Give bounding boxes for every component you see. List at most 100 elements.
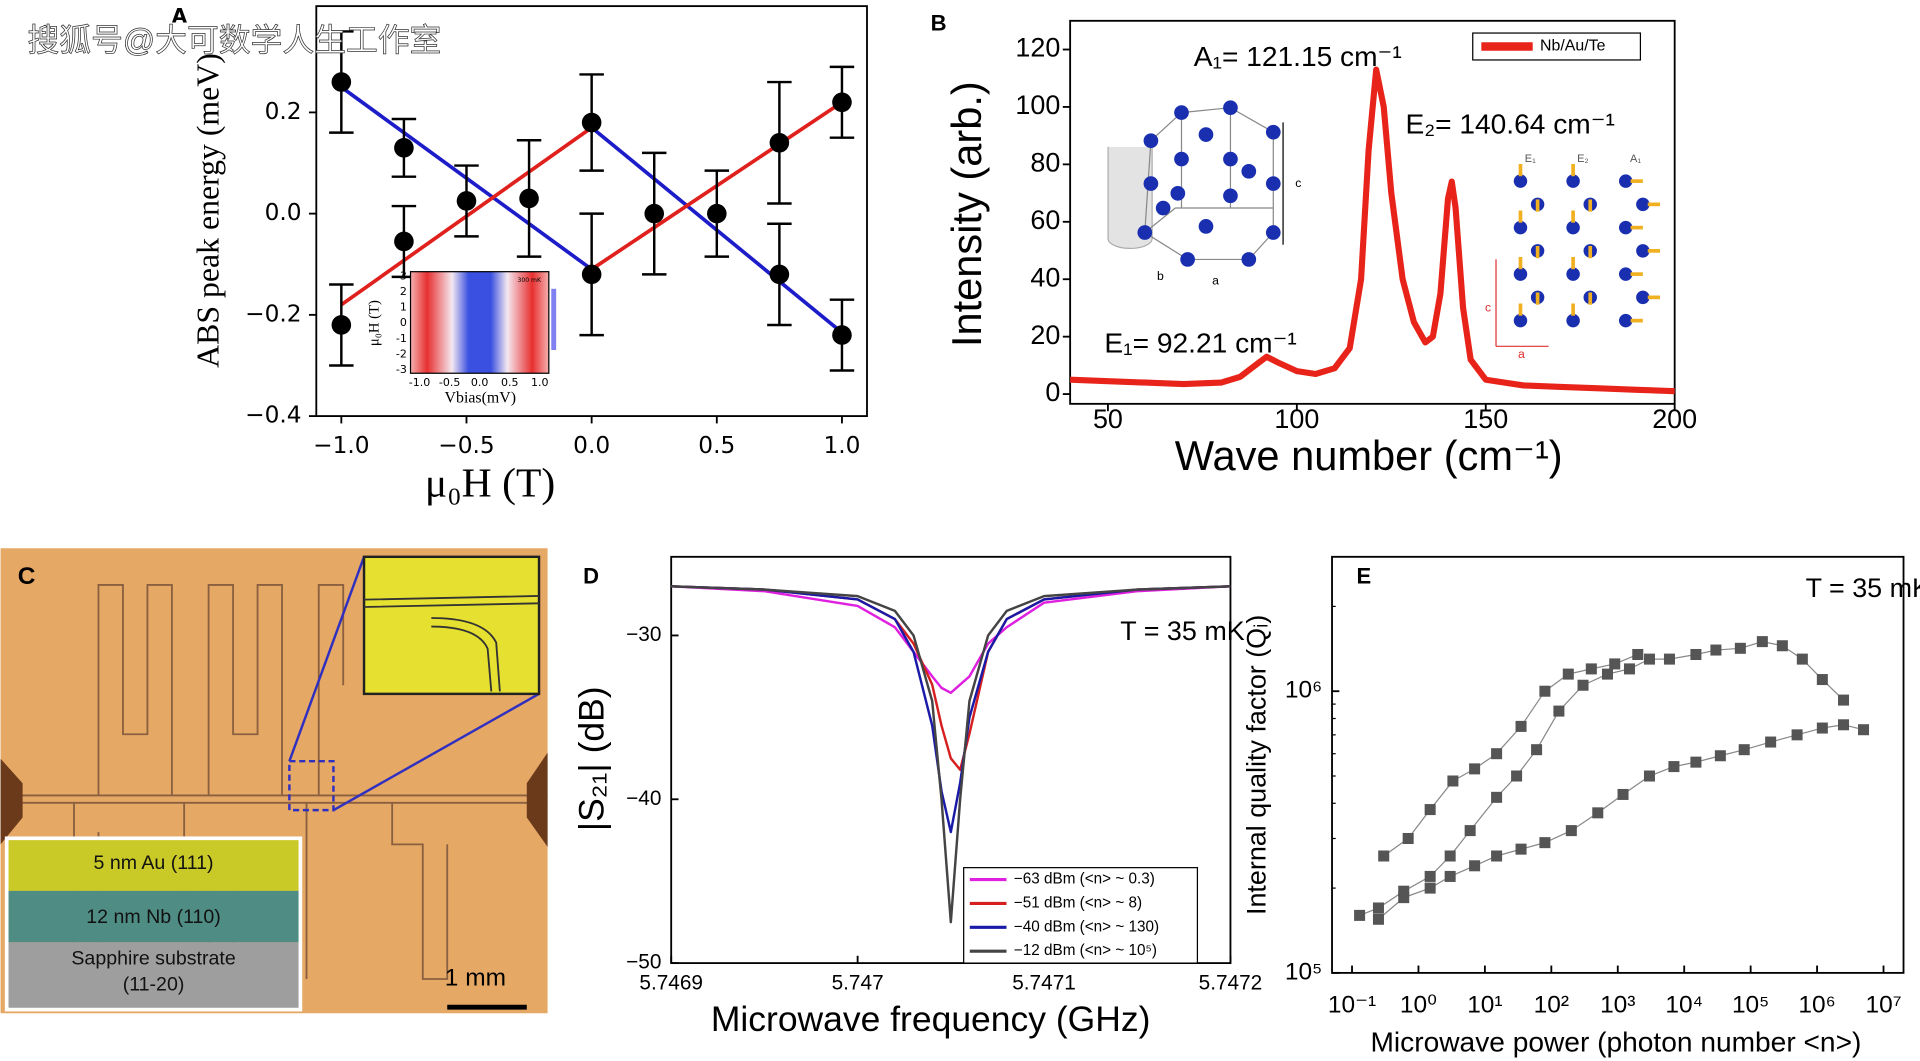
- marker: [1690, 756, 1702, 768]
- y-tick-label: 10⁵: [1285, 958, 1322, 985]
- marker: [1372, 902, 1384, 914]
- marker: [1469, 763, 1481, 775]
- x-tick-label: 50: [1093, 404, 1123, 434]
- marker: [1776, 640, 1788, 652]
- series-line: [1070, 66, 1675, 395]
- structure-label: c: [1295, 176, 1301, 190]
- marker: [394, 231, 414, 252]
- scale-bar-label: 1 mm: [445, 964, 506, 991]
- mode-label: E₁: [1525, 153, 1536, 165]
- atom: [1513, 174, 1528, 188]
- marker: [769, 132, 790, 153]
- atom: [1566, 313, 1580, 328]
- legend-box: [963, 867, 1199, 964]
- marker: [832, 92, 852, 113]
- layer-label: Sapphire substrate: [71, 948, 235, 970]
- marker: [1398, 892, 1410, 904]
- cylinder: [1107, 146, 1153, 250]
- marker: [707, 203, 727, 224]
- marker: [1553, 705, 1565, 717]
- marker: [1565, 825, 1577, 837]
- x-axis-label: Microwave power (photon number <n>): [1370, 1026, 1861, 1057]
- y-tick-label: −0.2: [245, 300, 301, 327]
- x-axis-label: Microwave frequency (GHz): [711, 999, 1151, 1039]
- legend-label: −51 dBm (<n> ~ 8): [1014, 894, 1142, 911]
- marker: [1643, 653, 1655, 665]
- marker: [1858, 724, 1870, 736]
- x-tick-label: 150: [1463, 404, 1508, 434]
- y-axis-label: Internal quality factor (Qᵢ): [1242, 615, 1272, 915]
- x-tick-label: 100: [1274, 404, 1319, 434]
- panel-label: A: [172, 5, 188, 28]
- x-tick-label: 10⁷: [1865, 991, 1901, 1018]
- legend-label: −40 dBm (<n> ~ 130): [1014, 918, 1159, 935]
- atom: [1198, 219, 1214, 234]
- marker: [1424, 804, 1436, 816]
- annotation: T = 35 mK: [1806, 573, 1920, 603]
- x-tick-label: 10⁶: [1798, 991, 1835, 1018]
- atom: [1566, 267, 1580, 281]
- inset-y-tick-label: -1: [396, 332, 407, 345]
- atom: [1513, 313, 1528, 328]
- x-tick-label: 1.0: [823, 432, 860, 459]
- series-line: [671, 585, 1231, 834]
- atom: [1618, 220, 1633, 235]
- chart-panel: −0.4 −0.2 0.0 0.2 −1.0 −0.5 0.0 0.5 1.0 μ₀H (T) AB…: [172, 5, 868, 507]
- atom: [1566, 220, 1580, 235]
- marker: [1424, 870, 1436, 882]
- atom: [1618, 313, 1633, 328]
- x-tick-label: 5.747: [832, 971, 884, 994]
- marker: [1539, 685, 1551, 697]
- atom: [1155, 200, 1171, 216]
- x-tick-label: 10²: [1534, 991, 1569, 1018]
- series-line: [671, 585, 1231, 924]
- marker: [1765, 736, 1777, 748]
- x-axis-label: μ₀H (T): [425, 460, 555, 507]
- atom: [1223, 151, 1238, 167]
- inset-y-tick-label: 2: [400, 285, 407, 298]
- layer-sapphire-2: [6, 975, 301, 1010]
- inset-x-tick-label: -0.5: [439, 376, 460, 389]
- marker: [1838, 694, 1850, 706]
- marker: [1469, 860, 1481, 872]
- marker: [644, 203, 665, 224]
- marker: [519, 188, 539, 209]
- y-tick-label: 10⁶: [1285, 677, 1322, 704]
- inset-x-label: Vbias(mV): [445, 390, 517, 407]
- y-tick-label: 80: [1030, 147, 1060, 177]
- layer-label: (11-20): [123, 973, 185, 995]
- inset-annotation: 300 mK: [517, 277, 542, 284]
- marker: [456, 191, 477, 211]
- y-axis-label: Intensity (arb.): [943, 81, 990, 347]
- zoom-trace: [364, 595, 540, 692]
- annotation: T = 35 mK: [1120, 616, 1244, 646]
- marker: [1738, 744, 1750, 756]
- marker: [1592, 807, 1604, 819]
- marker: [1398, 885, 1410, 897]
- inset-y-tick-label: -3: [396, 363, 407, 376]
- chart-panel: −50 −40 −30 5.7469 5.747 5.7471 5.7472 −63 dBm …: [571, 555, 1263, 1039]
- marker: [1643, 770, 1655, 782]
- marker: [1402, 832, 1414, 844]
- marker: [1444, 870, 1456, 882]
- marker: [1668, 761, 1680, 773]
- y-tick-label: 40: [1030, 262, 1060, 292]
- pad-right: [526, 752, 548, 847]
- marker: [1617, 788, 1629, 800]
- panel-label: E: [1356, 563, 1371, 588]
- x-axis-label: Wave number (cm⁻¹): [1175, 432, 1563, 479]
- inset-y-tick-label: 3: [400, 269, 407, 282]
- inset-y-label: μ₀H (T): [366, 300, 382, 346]
- marker: [832, 325, 852, 345]
- y-tick-label: 0.2: [265, 98, 302, 125]
- y-tick-label: 60: [1030, 205, 1060, 235]
- x-tick-label: 10¹: [1467, 991, 1502, 1018]
- atom: [1143, 133, 1159, 149]
- marker: [1491, 791, 1503, 803]
- mode-label: E₂: [1577, 153, 1589, 165]
- atom: [1223, 188, 1238, 204]
- x-tick-label: 5.7472: [1199, 971, 1263, 994]
- y-tick-label: −0.4: [245, 402, 301, 429]
- x-tick-label: 5.7469: [639, 971, 703, 994]
- atom: [1618, 267, 1633, 281]
